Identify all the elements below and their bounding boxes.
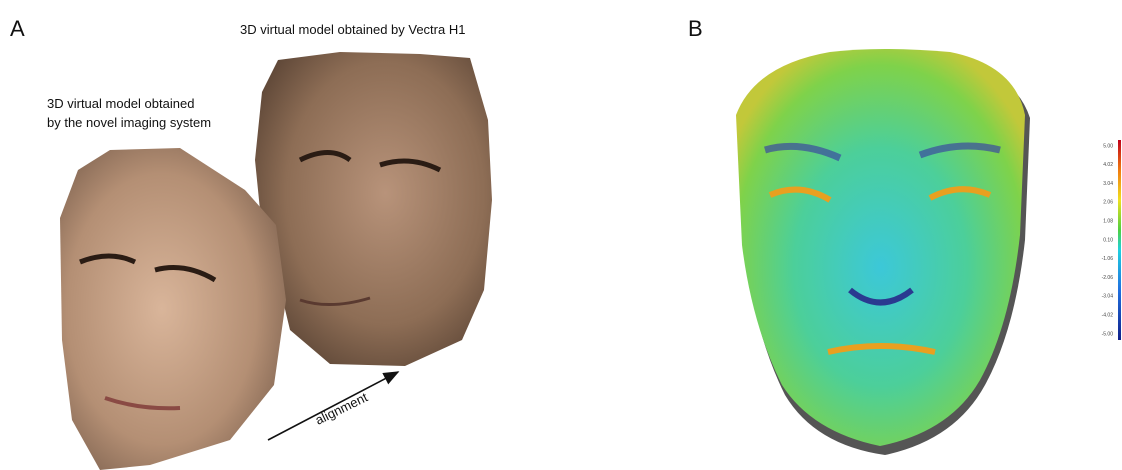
colorbar-label: -2.06 (1102, 275, 1114, 281)
caption: by the novel imaging system (47, 115, 211, 130)
colorbar-label: 2.06 (1103, 200, 1113, 206)
colorbar-label: -1.06 (1102, 256, 1114, 262)
page: A 3D virtual model obtained by Vectra H1… (0, 0, 1122, 470)
caption: 3D virtual model obtained by Vectra H1 (240, 22, 465, 37)
panel-label: A (10, 16, 25, 41)
figure: A 3D virtual model obtained by Vectra H1… (0, 0, 1122, 470)
colorbar (1118, 140, 1121, 340)
panel-label: B (688, 16, 703, 41)
colorbar-label: 5.00 (1103, 143, 1113, 149)
colorbar-label: 1.08 (1103, 219, 1113, 225)
arrow-label: alignment (313, 389, 371, 427)
colorbar-labels: 5.00 4.02 3.04 2.06 1.08 0.10 -1.06 -2.06 -3.04 -… (1102, 143, 1114, 337)
face-model-vectra (255, 52, 492, 366)
colorbar-label: -3.04 (1102, 294, 1114, 300)
caption: 3D virtual model obtained (47, 96, 194, 111)
colorbar-label: -4.02 (1102, 313, 1114, 319)
colorbar-label: 0.10 (1103, 237, 1113, 243)
face-model-novel (60, 148, 286, 470)
colorbar-label: 4.02 (1103, 162, 1113, 168)
colorbar-label: -5.00 (1102, 331, 1114, 337)
colorbar-label: 3.04 (1103, 181, 1113, 187)
